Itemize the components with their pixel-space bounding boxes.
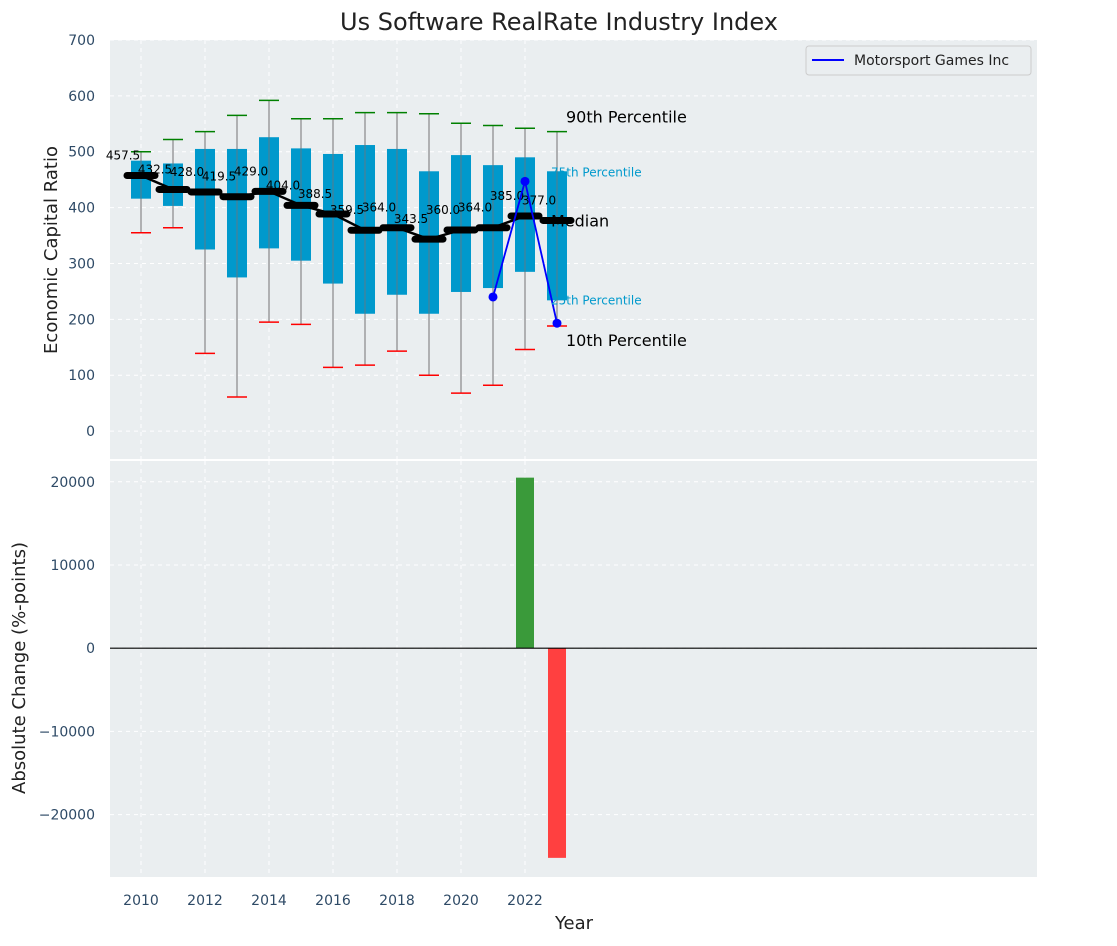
top-y-tick-label: 700 bbox=[68, 33, 95, 49]
chart-title: Us Software RealRate Industry Index bbox=[340, 8, 778, 36]
legend-frame bbox=[805, 45, 1032, 76]
top-y-tick-label: 200 bbox=[68, 312, 95, 328]
box-2011 bbox=[163, 138, 183, 229]
median-value-label: 385.0 bbox=[490, 189, 524, 203]
annotation-p10: 10th Percentile bbox=[566, 331, 687, 350]
company-point bbox=[520, 176, 530, 186]
legend-label: Motorsport Games Inc bbox=[854, 53, 1009, 69]
bottom-plot-area bbox=[110, 461, 1037, 877]
median-value-label: 377.0 bbox=[522, 193, 556, 207]
x-tick-label: 2010 bbox=[123, 893, 159, 909]
box-2016 bbox=[323, 118, 343, 369]
legend: Motorsport Games Inc bbox=[805, 45, 1032, 76]
top-y-axis-label: Economic Capital Ratio bbox=[41, 146, 62, 354]
box-2018 bbox=[387, 111, 407, 352]
median-value-label: 343.5 bbox=[394, 212, 428, 226]
x-tick-label: 2018 bbox=[379, 893, 415, 909]
x-tick-label: 2022 bbox=[507, 893, 543, 909]
median-value-label: 388.5 bbox=[298, 187, 332, 201]
x-tick-label: 2016 bbox=[315, 893, 351, 909]
top-y-tick-label: 0 bbox=[86, 424, 95, 440]
annotation-median: Median bbox=[551, 211, 609, 230]
top-y-tick-label: 100 bbox=[68, 368, 95, 384]
median-value-label: 419.5 bbox=[202, 170, 236, 184]
top-plot-area bbox=[110, 40, 1037, 459]
median-value-label: 457.5 bbox=[106, 148, 140, 162]
bottom-y-tick-label: 10000 bbox=[50, 558, 95, 574]
median-value-label: 364.0 bbox=[362, 201, 396, 215]
top-y-tick-label: 400 bbox=[68, 201, 95, 217]
median-value-label: 364.0 bbox=[458, 201, 492, 215]
x-tick-label: 2012 bbox=[187, 893, 223, 909]
x-axis-label: Year bbox=[554, 913, 594, 934]
bottom-y-tick-label: −10000 bbox=[39, 724, 95, 740]
median-value-label: 428.0 bbox=[170, 165, 204, 179]
median-value-label: 404.0 bbox=[266, 178, 300, 192]
annotation-p90: 90th Percentile bbox=[566, 108, 687, 127]
box-2012 bbox=[195, 130, 215, 355]
top-y-tick-label: 600 bbox=[68, 89, 95, 105]
annotation-p75: 75th Percentile bbox=[551, 165, 642, 179]
box-2010 bbox=[131, 150, 151, 234]
top-y-tick-label: 500 bbox=[68, 145, 95, 161]
median-value-label: 432.5 bbox=[138, 162, 172, 176]
annotation-p25: 25th Percentile bbox=[551, 293, 642, 307]
bottom-y-tick-label: −20000 bbox=[39, 808, 95, 824]
bottom-y-tick-label: 20000 bbox=[50, 475, 95, 491]
box-2020 bbox=[451, 122, 471, 394]
median-value-label: 429.0 bbox=[234, 164, 268, 178]
bottom-y-axis-label: Absolute Change (%-points) bbox=[9, 542, 30, 794]
company-point bbox=[552, 318, 562, 328]
box-2023 bbox=[547, 130, 567, 327]
x-tick-label: 2014 bbox=[251, 893, 287, 909]
median-value-label: 360.0 bbox=[426, 203, 460, 217]
box-2013 bbox=[227, 114, 247, 398]
bottom-y-tick-label: 0 bbox=[86, 641, 95, 657]
x-tick-label: 2020 bbox=[443, 893, 479, 909]
top-y-tick-label: 300 bbox=[68, 256, 95, 272]
change-bar-2023 bbox=[548, 648, 566, 858]
change-bar-2022 bbox=[516, 477, 534, 649]
company-point bbox=[488, 292, 498, 302]
median-value-label: 359.5 bbox=[330, 203, 364, 217]
